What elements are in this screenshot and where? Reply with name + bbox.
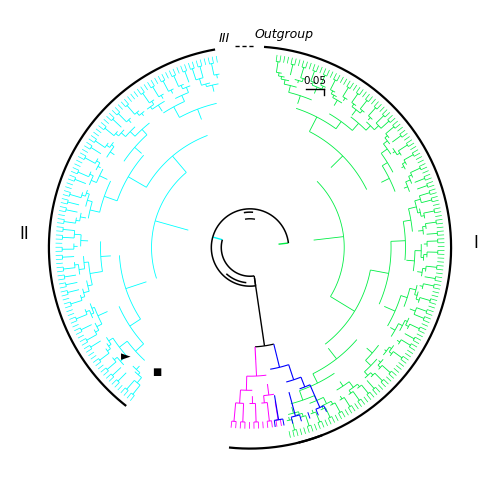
Text: Outgroup: Outgroup: [254, 28, 314, 41]
Text: ■: ■: [152, 367, 162, 377]
Text: III: III: [219, 32, 230, 46]
Text: II: II: [20, 225, 30, 243]
Text: 0.05: 0.05: [304, 76, 326, 86]
Text: ►: ►: [122, 350, 131, 363]
Text: I: I: [473, 234, 478, 252]
